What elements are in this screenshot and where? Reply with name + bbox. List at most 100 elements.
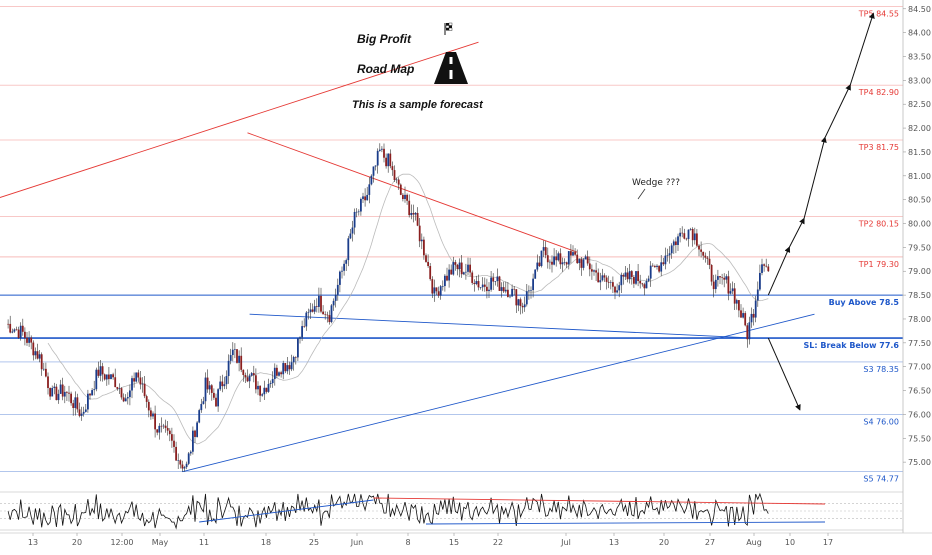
candle-body [402,194,404,200]
candle-body [259,385,261,396]
candle-body [326,314,329,316]
candle-body [612,282,614,287]
candle-body [620,274,623,286]
y-axis[interactable]: 84.50 84.00 83.50 83.00 82.50 82.00 81.50 81.00… [902,0,932,550]
candle-body [49,388,51,397]
title-line1: Big Profit [357,32,412,46]
candle-body [38,354,41,359]
candle-body [271,379,274,384]
candle-body [605,277,608,282]
level-label-tp3: TP3 81.75 [858,143,899,152]
candle-body [334,294,337,301]
x-tick-label: 20 [72,538,82,547]
candle-body [221,381,224,387]
candle-body [618,285,621,291]
candle-body [297,338,299,358]
candle-body [200,403,203,411]
candle-body [593,270,595,272]
candle-body [738,300,740,311]
candle-body [370,175,373,185]
candle-body [521,305,524,308]
candle-body [368,184,371,195]
y-tick-label: 80.00 [908,220,931,229]
candle-body [635,271,637,284]
candle-body [536,262,539,270]
candle-body [675,241,677,245]
candle-body [273,367,276,380]
level-label-sl: SL: Break Below 77.6 [804,341,900,350]
candle-body [683,233,686,239]
candle-body [21,325,24,332]
candle-body [498,276,501,291]
candle-body [702,251,705,256]
candle-body [332,300,335,306]
candle-body [15,329,18,331]
candle-body [156,429,159,433]
candle-body [540,250,543,267]
trendline-wedge_lower [249,313,754,339]
candle-body [84,409,87,412]
candle-body [759,272,761,290]
candle-body [687,229,690,240]
osc-trend-blue1 [199,499,374,523]
candle-body [189,451,192,454]
candle-body [614,286,616,293]
y-tick-label: 82.50 [908,100,931,109]
y-tick-label: 77.50 [908,339,931,348]
candle-body [57,393,60,401]
candle-body [288,365,291,370]
candle-body [502,287,505,292]
y-tick-label: 78.50 [908,291,931,300]
candle-body [250,373,253,376]
candle-body [154,413,156,430]
oscillator-panel: 50.00 [0,491,932,531]
candle-body [28,337,30,343]
candle-body [626,272,629,280]
candle-body [93,389,96,391]
candle-body [355,211,358,213]
candle-body [322,311,324,315]
candle-body [544,247,547,256]
candle-body [236,349,238,363]
candle-body [681,232,684,234]
candle-body [284,363,287,372]
candle-body [651,265,654,267]
candle-body [374,165,377,167]
candle-body [458,262,461,270]
candle-body [160,425,163,427]
candle-body [103,374,106,380]
candle-body [328,315,331,323]
candle-body [519,299,522,306]
candle-body [746,325,749,340]
candle-body [515,289,518,306]
candle-body [754,300,757,318]
candle-body [158,425,161,433]
candle-body [181,464,184,469]
candle-body [588,263,591,270]
candle-body [471,272,474,283]
candle-body [282,363,285,375]
candle-body [645,280,648,289]
candle-body [549,261,551,263]
level-label-s4: S4 76.00 [863,417,899,426]
candle-body [330,305,333,323]
candle-body [362,196,364,200]
candle-body [704,255,707,258]
candle-body [137,372,140,378]
candle-body [479,287,482,288]
road-icon [434,52,468,84]
candle-body [551,261,553,265]
candle-body [603,275,606,278]
candle-body [647,278,650,281]
candle-body [110,374,112,380]
candle-body [639,281,642,284]
candle-body [441,286,444,287]
candle-body [360,199,362,212]
x-axis[interactable]: 13 20 12:00 May 11 18 25 Jun 8 15 22 Jul 13 20 27 Aug 10… [0,532,932,550]
x-tick-label: 15 [449,538,459,547]
candle-body [24,331,26,338]
x-tick-label: 13 [28,538,38,547]
candle-body [555,256,558,261]
